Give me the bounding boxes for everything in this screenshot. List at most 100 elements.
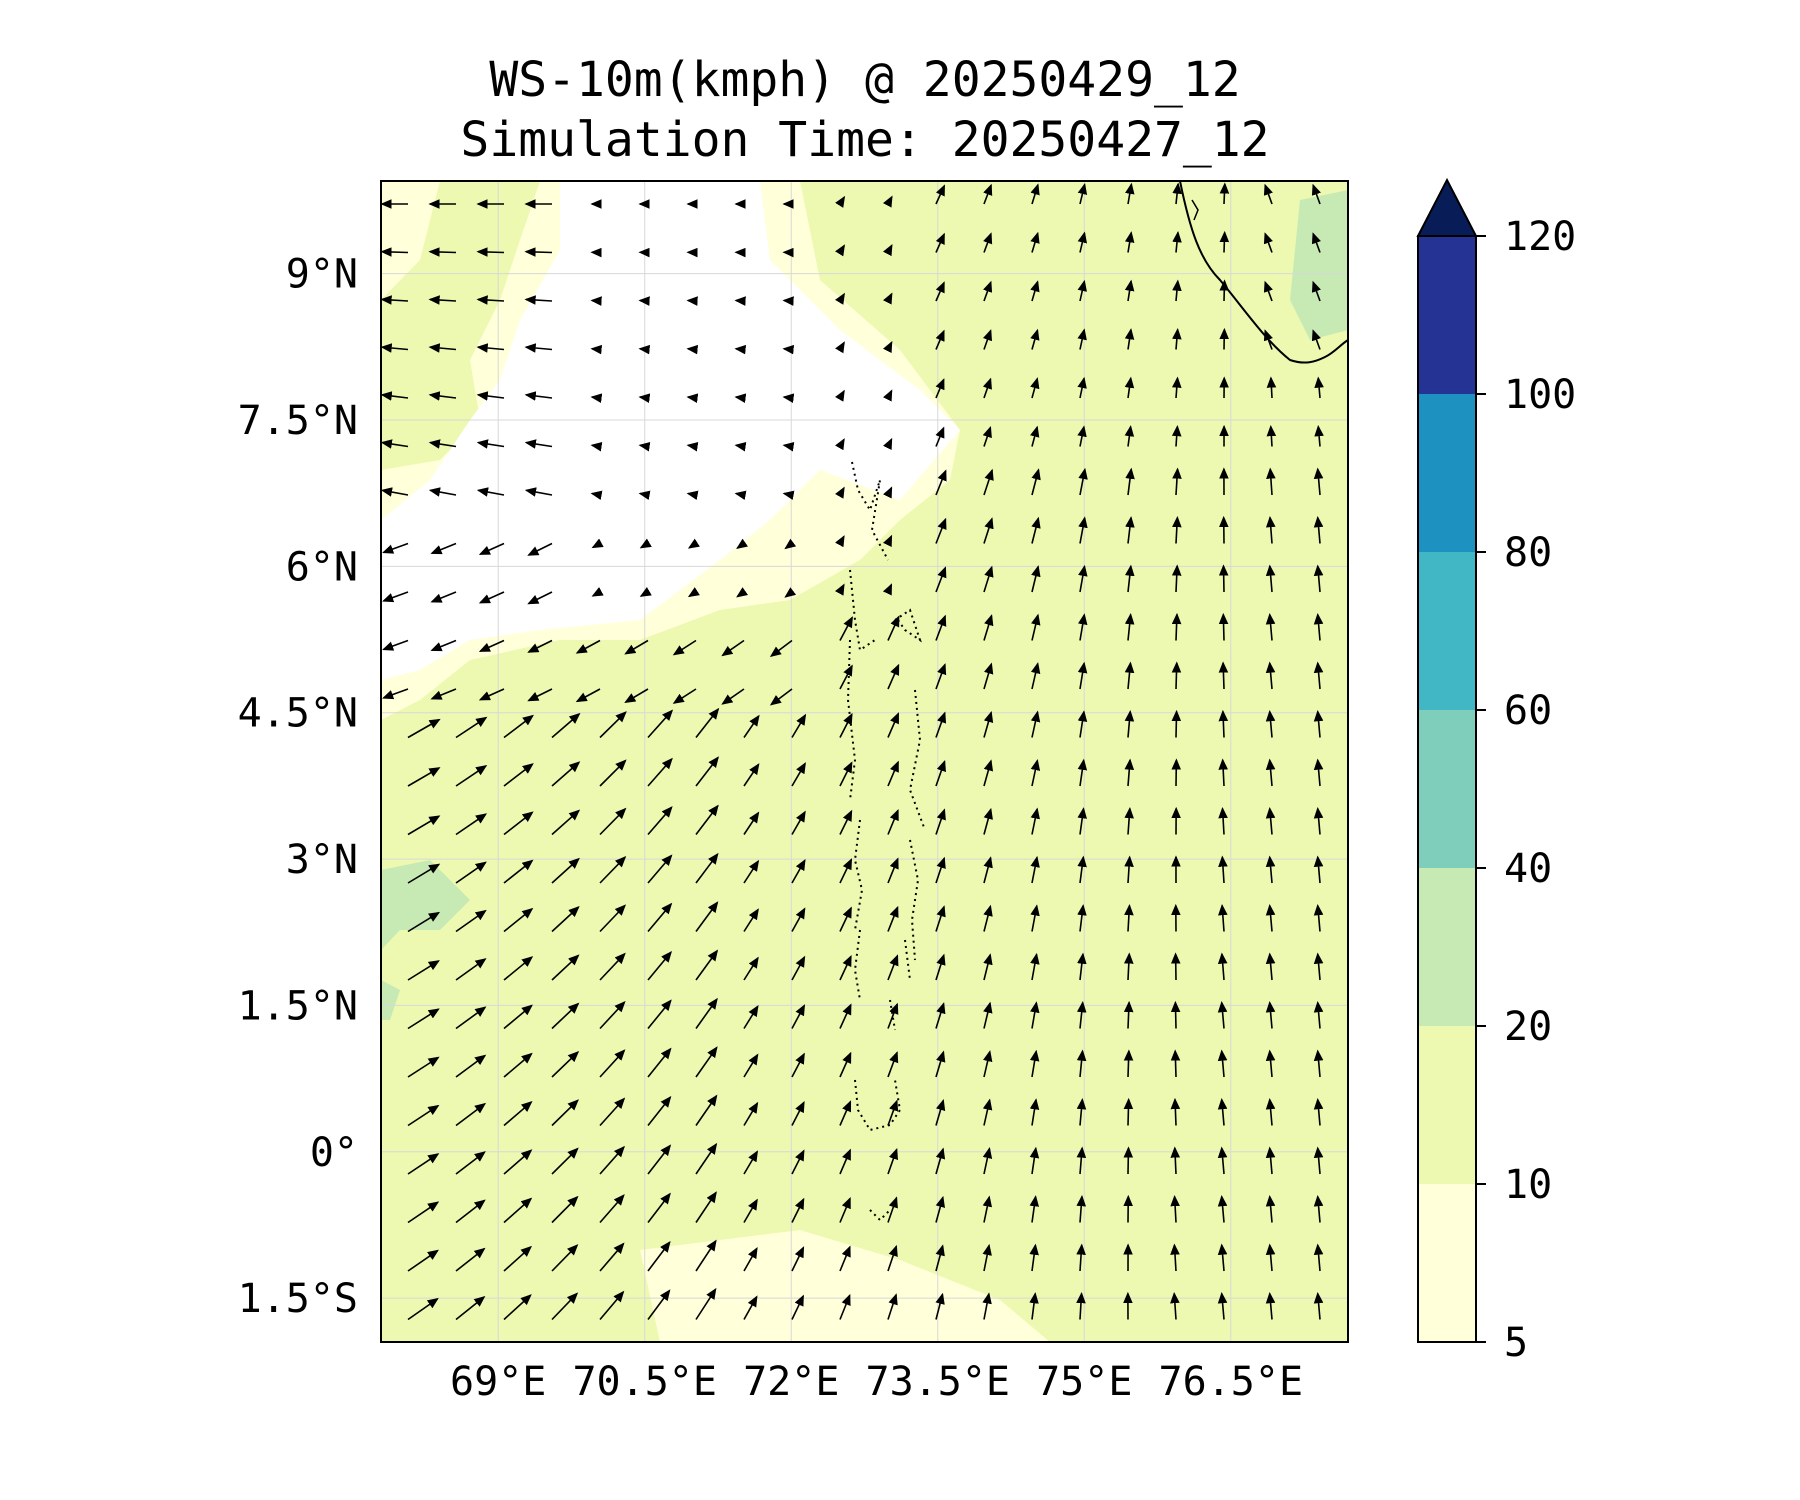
- wind-arrow: [639, 538, 652, 549]
- wind-arrow: [382, 688, 409, 700]
- wind-arrow: [382, 542, 409, 554]
- wind-arrow: [428, 487, 457, 497]
- wind-arrow: [1263, 183, 1273, 205]
- wind-arrow: [1124, 376, 1135, 399]
- wind-arrow: [734, 441, 747, 452]
- wind-arrow: [835, 389, 845, 402]
- wind-arrow: [887, 857, 899, 884]
- wind-arrow: [695, 1094, 718, 1126]
- wind-arrow: [407, 1056, 440, 1078]
- wind-arrow: [524, 343, 553, 353]
- wind-arrow: [1313, 1146, 1324, 1175]
- wind-arrow: [935, 1195, 945, 1223]
- wind-arrow: [428, 439, 457, 449]
- wind-arrow: [407, 1249, 439, 1272]
- wind-arrow: [983, 1050, 993, 1078]
- wind-arrow: [1030, 710, 1041, 738]
- wind-arrow: [551, 1244, 579, 1272]
- wind-arrow: [1077, 758, 1088, 787]
- wind-arrow: [599, 1290, 625, 1321]
- wind-arrow: [527, 591, 553, 605]
- wind-arrow: [407, 1008, 440, 1030]
- wind-arrow: [1170, 1000, 1181, 1029]
- wind-arrow: [1076, 1001, 1087, 1029]
- wind-arrow: [1313, 855, 1324, 884]
- wind-arrow: [624, 639, 649, 655]
- wind-arrow: [503, 907, 534, 933]
- wind-arrow: [882, 389, 893, 402]
- wind-arrow: [734, 490, 747, 501]
- wind-arrow: [647, 806, 673, 836]
- wind-arrow: [887, 809, 899, 835]
- wind-arrow: [1077, 182, 1088, 205]
- wind-arrow: [1170, 1049, 1181, 1078]
- wind-arrow: [1076, 1049, 1087, 1078]
- wind-arrow: [1030, 377, 1040, 399]
- wind-arrow: [1031, 613, 1041, 641]
- wind-arrow: [687, 538, 700, 549]
- wind-arrow: [1265, 758, 1276, 787]
- wind-arrow: [503, 1149, 533, 1175]
- wind-arrow: [887, 1099, 899, 1126]
- wind-arrow: [1217, 1049, 1228, 1078]
- wind-arrow: [1123, 1000, 1134, 1029]
- lon-tick-label: 70.5°E: [572, 1359, 717, 1405]
- wind-arrow: [686, 393, 699, 403]
- wind-arrow: [887, 1293, 898, 1320]
- lat-tick-label: 7.5°N: [238, 398, 358, 444]
- wind-arrow: [1172, 279, 1182, 302]
- wind-arrow: [455, 1006, 487, 1030]
- wind-arrow: [882, 486, 893, 499]
- wind-arrow: [455, 1247, 486, 1272]
- wind-arrow: [887, 905, 899, 932]
- wind-arrow: [791, 907, 806, 932]
- wind-arrow: [791, 1149, 805, 1175]
- wind-arrow: [1265, 564, 1276, 593]
- colorbar-tick-label: 5: [1504, 1320, 1528, 1366]
- wind-arrow: [503, 956, 534, 981]
- wind-arrow: [743, 763, 760, 787]
- wind-arrow: [1265, 661, 1276, 690]
- wind-arrow: [1030, 425, 1040, 447]
- wind-arrow: [1218, 612, 1229, 641]
- coastline: [1179, 181, 1348, 364]
- wind-arrow: [1217, 1195, 1228, 1223]
- wind-arrow: [743, 956, 759, 981]
- wind-arrow: [1263, 329, 1273, 350]
- wind-arrow: [527, 639, 553, 653]
- wind-arrow: [782, 344, 795, 355]
- wind-arrow: [430, 591, 457, 603]
- wind-arrow: [381, 343, 409, 353]
- lon-tick-label: 75°E: [1036, 1359, 1132, 1405]
- wind-arrow: [478, 591, 505, 604]
- wind-arrow: [1172, 467, 1182, 496]
- wind-arrow: [1077, 231, 1088, 253]
- wind-arrow: [695, 1142, 718, 1175]
- wind-arrow: [1171, 709, 1182, 738]
- wind-arrow: [883, 292, 893, 305]
- wind-arrow: [839, 1293, 851, 1320]
- lat-tick-label: 0°: [310, 1130, 358, 1176]
- lon-tick-label: 72°E: [743, 1359, 839, 1405]
- wind-arrow: [1124, 903, 1134, 932]
- wind-arrow: [381, 439, 409, 449]
- wind-arrow: [1313, 758, 1324, 787]
- wind-arrow: [1029, 1292, 1039, 1320]
- wind-arrow: [1266, 467, 1276, 496]
- wind-arrow: [551, 857, 580, 884]
- wind-arrow: [1265, 1049, 1276, 1078]
- wind-arrow: [455, 1151, 486, 1175]
- wind-arrow: [599, 952, 626, 981]
- wind-arrow: [935, 281, 945, 302]
- wind-arrow: [503, 1052, 533, 1078]
- lon-tick-label: 73.5°E: [866, 1359, 1011, 1405]
- wind-arrow: [476, 247, 505, 257]
- wind-arrow: [935, 232, 945, 253]
- wind-arrow: [935, 759, 946, 787]
- wind-arrow: [1265, 952, 1276, 981]
- moderate-windspeed-patches: [381, 190, 1348, 1020]
- wind-arrow: [503, 1004, 533, 1030]
- wind-arrow: [887, 1002, 899, 1029]
- wind-arrow: [982, 1098, 993, 1126]
- map-frame: [380, 180, 1349, 1343]
